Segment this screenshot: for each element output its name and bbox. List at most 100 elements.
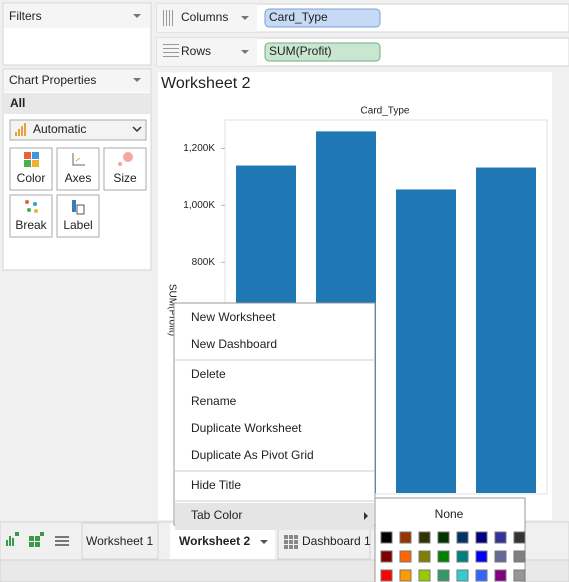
color-swatch[interactable]: [380, 531, 393, 544]
new-dashboard-icon[interactable]: [29, 532, 44, 547]
shelf-label: Rows: [181, 44, 211, 58]
bar: [476, 167, 536, 493]
property-button-label: Label: [63, 218, 92, 232]
color-swatch[interactable]: [418, 550, 431, 563]
shelf-pill-label: SUM(Profit): [269, 44, 332, 58]
menu-item-highlight: [175, 503, 374, 530]
menu-item[interactable]: New Worksheet: [191, 310, 276, 324]
rows-grip: [163, 44, 179, 57]
color-swatch[interactable]: [437, 569, 450, 582]
filters-header: [4, 4, 150, 28]
filters-title: Filters: [9, 9, 42, 23]
scope-label: All: [10, 96, 25, 110]
color-swatch[interactable]: [513, 531, 526, 544]
dashboard-icon-cell: [289, 545, 293, 549]
tab-label: Worksheet 2: [179, 534, 250, 548]
property-button-label: Axes: [65, 171, 92, 185]
mark-type-icon: [15, 123, 26, 136]
columns-label-area: [157, 4, 257, 32]
property-button-label: Color: [17, 171, 46, 185]
property-button-label: Break: [15, 218, 47, 232]
color-swatch[interactable]: [418, 569, 431, 582]
y-tick-label: 800K: [192, 257, 216, 268]
chart-properties-title: Chart Properties: [9, 73, 96, 87]
color-swatch[interactable]: [380, 550, 393, 563]
dashboard-icon-cell: [289, 535, 293, 539]
color-swatch[interactable]: [380, 569, 393, 582]
color-swatch[interactable]: [456, 531, 469, 544]
shelf-label: Columns: [181, 10, 228, 24]
color-swatch[interactable]: [494, 569, 507, 582]
size-icon: [123, 152, 133, 162]
label-button[interactable]: [56, 194, 100, 238]
tab-dropdown-arrow[interactable]: [260, 540, 268, 544]
dropdown-arrow[interactable]: [133, 14, 141, 18]
menu-item: Delete: [191, 367, 226, 381]
color-swatch[interactable]: [399, 550, 412, 563]
axes-icon-line: [75, 157, 81, 162]
submenu-arrow: [364, 512, 368, 520]
bar: [396, 189, 456, 493]
axes-icon: [72, 153, 85, 166]
dropdown-arrow[interactable]: [241, 50, 249, 54]
y-tick-label: 1,200K: [183, 143, 215, 154]
color-swatch[interactable]: [475, 569, 488, 582]
color-swatch[interactable]: [437, 550, 450, 563]
axes-button[interactable]: [56, 147, 100, 191]
column-header: Card_Type: [361, 106, 410, 117]
tab[interactable]: [81, 522, 159, 560]
dashboard-icon-cell: [294, 545, 298, 549]
dropdown-arrow[interactable]: [133, 78, 141, 82]
menu-item[interactable]: New Dashboard: [191, 337, 277, 351]
color-swatch[interactable]: [513, 569, 526, 582]
tab-label: Dashboard 1: [302, 534, 371, 548]
mark-type-dropdown[interactable]: [9, 119, 147, 141]
dashboard-icon-cell: [284, 535, 288, 539]
break-icon: [25, 200, 38, 213]
property-buttons: [9, 147, 147, 238]
shelf-pill[interactable]: [264, 42, 381, 62]
menu-item[interactable]: Tab Color: [191, 508, 242, 522]
menu-item[interactable]: Duplicate As Pivot Grid: [191, 448, 314, 462]
context-menu: [173, 302, 376, 526]
dashboard-icon-cell: [284, 540, 288, 544]
shelf-pill[interactable]: [264, 8, 381, 28]
color-swatch[interactable]: [475, 550, 488, 563]
color-swatch[interactable]: [399, 569, 412, 582]
color-swatch[interactable]: [513, 550, 526, 563]
sheet-list-icon[interactable]: [55, 536, 69, 546]
break-button[interactable]: [9, 194, 53, 238]
dashboard-icon-cell: [294, 535, 298, 539]
scope-row: [4, 93, 150, 114]
color-swatch[interactable]: [456, 550, 469, 563]
color-swatch[interactable]: [456, 569, 469, 582]
shelf-pill-label: Card_Type: [269, 10, 328, 24]
menu-item[interactable]: Hide Title: [191, 478, 241, 492]
color-swatch[interactable]: [399, 531, 412, 544]
dashboard-icon-cell: [284, 545, 288, 549]
menu-item[interactable]: Duplicate Worksheet: [191, 421, 302, 435]
tab-bar-icons: [6, 532, 69, 547]
columns-grip: [163, 10, 173, 26]
color-swatch[interactable]: [437, 531, 450, 544]
worksheet-title: Worksheet 2: [161, 75, 251, 92]
new-worksheet-icon[interactable]: [6, 532, 19, 546]
dropdown-chevron: [132, 126, 142, 133]
dashboard-icon-cell: [294, 540, 298, 544]
color-none[interactable]: None: [435, 507, 464, 521]
property-button-label: Size: [113, 171, 137, 185]
label-icon: [72, 200, 85, 215]
color-swatch[interactable]: [418, 531, 431, 544]
color-swatch[interactable]: [475, 531, 488, 544]
y-tick-label: 1,000K: [183, 200, 215, 211]
menu-item[interactable]: Rename: [191, 394, 237, 408]
y-axis-label: SUM(Profit): [166, 284, 177, 336]
color-icon: [24, 152, 39, 167]
dashboard-icon-cell: [289, 540, 293, 544]
color-swatch[interactable]: [494, 531, 507, 544]
dropdown-arrow[interactable]: [241, 16, 249, 20]
color-swatch[interactable]: [494, 550, 507, 563]
size-icon-small: [118, 162, 122, 166]
